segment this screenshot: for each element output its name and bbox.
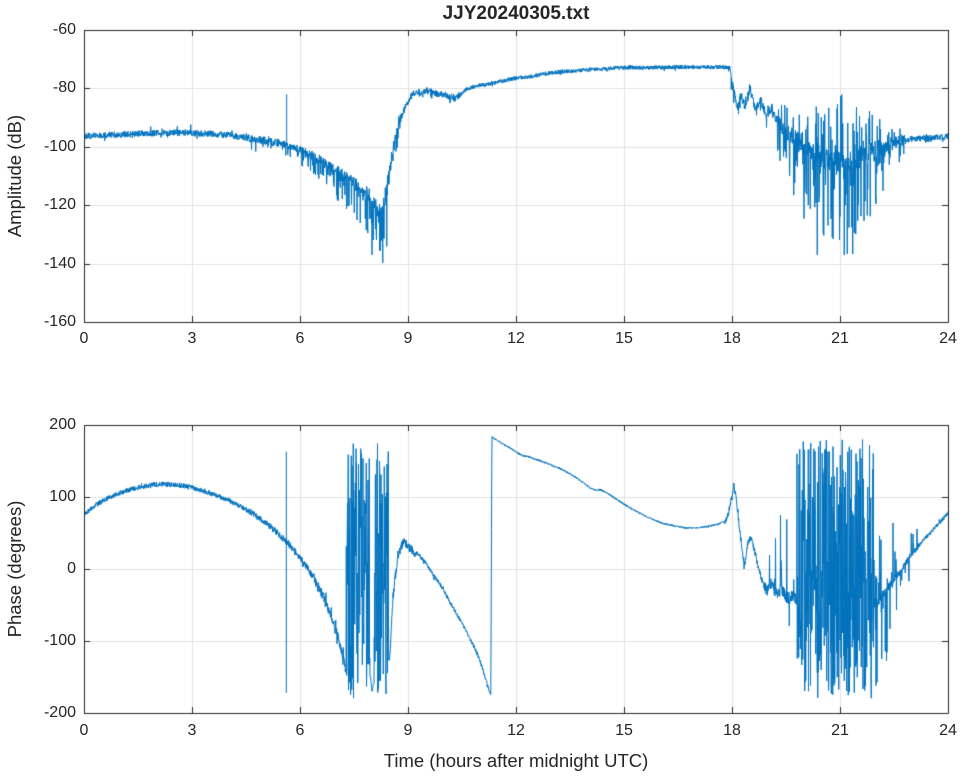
y-tick-label: -80 — [52, 79, 76, 97]
y-tick-label: -100 — [43, 632, 76, 649]
y-tick-label: 0 — [67, 560, 76, 577]
x-tick-label: 18 — [723, 330, 741, 347]
x-tick-label: 24 — [939, 330, 957, 347]
y-tick-label: -120 — [43, 196, 76, 214]
x-tick-label: 9 — [403, 722, 413, 739]
y-tick-label: 100 — [49, 488, 76, 505]
x-tick-label: 6 — [295, 722, 305, 739]
x-axis-label: Time (hours after midnight UTC) — [383, 750, 649, 771]
y-tick-label: -140 — [43, 254, 76, 272]
x-tick-label: 3 — [187, 330, 197, 347]
x-tick-label: 15 — [615, 722, 633, 739]
y-tick-label: -100 — [43, 137, 76, 155]
x-tick-label: 12 — [507, 330, 525, 347]
amplitude-y-axis-label: Amplitude (dB) — [4, 114, 25, 238]
x-tick-label: 15 — [615, 330, 633, 347]
x-tick-label: 24 — [939, 722, 957, 739]
x-tick-label: 6 — [295, 330, 305, 347]
x-tick-label: 0 — [79, 722, 89, 739]
y-tick-label: -160 — [43, 313, 76, 330]
x-tick-label: 3 — [187, 722, 197, 739]
y-tick-label: -60 — [52, 21, 76, 38]
x-tick-label: 0 — [79, 330, 89, 347]
x-tick-label: 18 — [723, 722, 741, 739]
figure-title: JJY20240305.txt — [442, 3, 590, 24]
x-tick-label: 9 — [403, 330, 413, 347]
x-tick-label: 21 — [831, 722, 849, 739]
y-tick-label: -200 — [43, 704, 76, 721]
x-tick-label: 21 — [831, 330, 849, 347]
x-tick-label: 12 — [507, 722, 525, 739]
y-tick-label: 200 — [49, 416, 76, 433]
